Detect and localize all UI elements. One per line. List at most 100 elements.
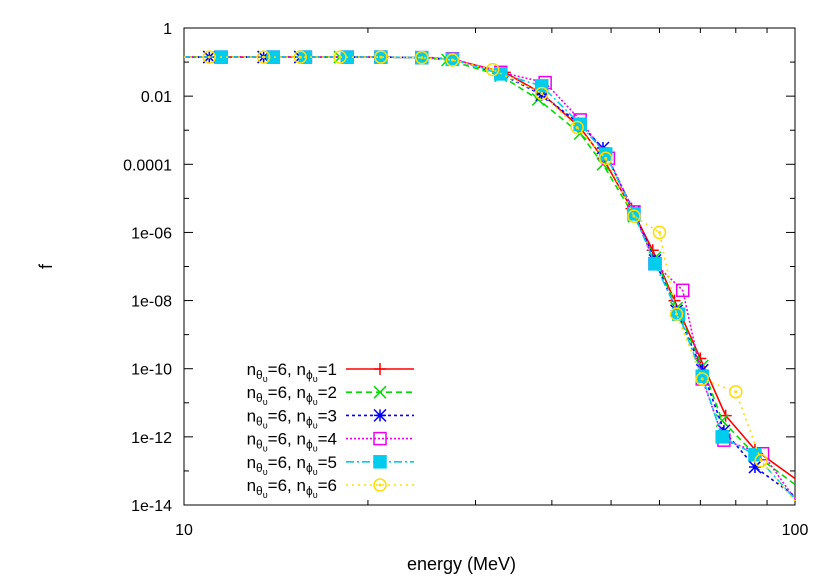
legend-label-subsub2: υ [313, 374, 318, 384]
data-point-dot [734, 390, 738, 394]
data-point-dot [759, 459, 763, 463]
data-point-dot [207, 55, 211, 59]
data-point-dot [338, 55, 342, 59]
legend-label-mid: =6, n [268, 406, 306, 425]
legend-label-prefix: n [247, 430, 256, 449]
legend-label-subsub2: υ [313, 467, 318, 477]
data-point [374, 50, 388, 64]
legend-label-sub2: ϕ [306, 484, 313, 498]
legend-label-suffix: =4 [318, 430, 337, 449]
legend-marker [373, 385, 387, 399]
legend-entry-5: nθυ=6, nϕυ=5 [247, 453, 414, 477]
legend-label-prefix: n [247, 360, 256, 379]
data-point-dot [298, 55, 302, 59]
legend-label-mid: =6, n [268, 430, 306, 449]
legend-marker [373, 431, 387, 446]
data-point-dot [575, 126, 579, 130]
legend-label-subsub2: υ [313, 397, 318, 407]
data-point-dot [604, 156, 608, 160]
x-tick-label: 10 [175, 522, 193, 539]
legend-label-sub2: ϕ [306, 391, 313, 405]
legend-entry-6: nθυ=6, nϕυ=6 [247, 476, 414, 500]
data-point [675, 283, 690, 298]
legend-label: nθυ=6, nϕυ=5 [247, 453, 337, 477]
data-point [415, 50, 429, 65]
legend-label-sub1: θ [256, 438, 263, 452]
data-point [534, 86, 549, 101]
legend-label: nθυ=6, nϕυ=2 [247, 383, 337, 407]
legend-marker [373, 455, 387, 469]
data-point [202, 50, 217, 64]
legend-label-subsub1: υ [263, 444, 268, 454]
series-layer [184, 50, 796, 502]
data-point [652, 225, 667, 240]
data-point [754, 453, 768, 468]
data-point [669, 307, 684, 321]
y-tick-label: 1 [163, 21, 172, 38]
legend-marker-dot [378, 483, 382, 487]
legend-entry-4: nθυ=6, nϕυ=4 [247, 430, 414, 454]
legend-label-prefix: n [247, 383, 256, 402]
data-point [570, 120, 584, 135]
data-point-dot [675, 312, 679, 316]
legend-marker [374, 363, 386, 375]
series-5 [184, 50, 796, 500]
data-point [648, 257, 662, 271]
y-tick-label: 0.0001 [123, 157, 172, 174]
data-point-dot [262, 55, 266, 59]
legend-label: nθυ=6, nϕυ=6 [247, 476, 337, 500]
data-point [573, 117, 587, 131]
legend-label-suffix: =1 [318, 360, 337, 379]
data-point [293, 50, 308, 64]
data-point-dot [420, 56, 424, 60]
legend-entry-1: nθυ=6, nϕυ=1 [247, 360, 414, 384]
data-point-dot [491, 68, 495, 72]
y-tick-label: 1e-08 [131, 294, 172, 311]
data-point-dot [450, 58, 454, 62]
x-tick-label: 100 [782, 522, 809, 539]
data-point [445, 53, 460, 67]
legend-label-sub2: ϕ [306, 368, 313, 382]
legend-label-subsub2: υ [313, 444, 318, 454]
legend-label-suffix: =6 [318, 476, 337, 495]
series-6 [184, 50, 796, 502]
legend-label-suffix: =3 [318, 406, 337, 425]
legend-label-sub2: ϕ [306, 438, 313, 452]
y-tick-label: 0.01 [141, 89, 172, 106]
legend-label-subsub2: υ [313, 490, 318, 500]
legend-entry-2: nθυ=6, nϕυ=2 [247, 383, 414, 407]
legend-label-prefix: n [247, 406, 256, 425]
legend-label-sub2: ϕ [306, 414, 313, 428]
legend-label-sub1: θ [256, 368, 263, 382]
data-point-dot [700, 377, 704, 381]
legend-label-mid: =6, n [268, 476, 306, 495]
data-point [719, 409, 732, 422]
data-point [748, 460, 762, 474]
data-point [485, 62, 500, 77]
legend-label-subsub1: υ [263, 467, 268, 477]
legend-marker [373, 478, 387, 492]
y-tick-label: 1e-06 [131, 225, 172, 242]
legend-label-subsub1: υ [263, 420, 268, 430]
legend-label-subsub1: υ [263, 490, 268, 500]
legend-label-suffix: =5 [318, 453, 337, 472]
legend-label-sub1: θ [256, 484, 263, 498]
data-point [695, 369, 709, 384]
data-point [694, 352, 707, 365]
data-point [266, 50, 281, 64]
data-point-dot [657, 230, 661, 234]
legend-label-subsub1: υ [263, 374, 268, 384]
legend-label-prefix: n [247, 476, 256, 495]
legend-label-sub1: θ [256, 391, 263, 405]
x-axis-label: energy (MeV) [407, 554, 516, 574]
legend-entry-3: nθυ=6, nϕυ=3 [247, 406, 414, 430]
legend-label-mid: =6, n [268, 383, 306, 402]
legend-label-subsub1: υ [263, 397, 268, 407]
data-point [627, 209, 641, 223]
data-point [333, 50, 347, 64]
data-point [715, 430, 729, 444]
legend-label: nθυ=6, nϕυ=4 [247, 430, 337, 454]
data-point-dot [632, 214, 636, 218]
